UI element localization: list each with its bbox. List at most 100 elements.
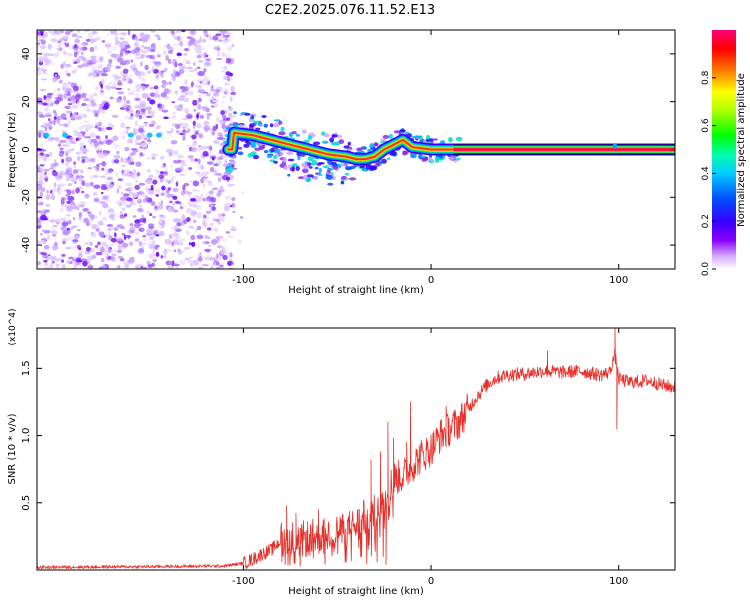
noise-speckle [155,194,159,197]
noise-speckle [81,103,87,106]
noise-speckle [37,30,43,36]
noise-speckle [76,244,81,250]
noise-speckle [75,137,79,141]
noise-speckle [148,175,154,178]
noise-speckle [134,105,141,109]
noise-speckle [100,192,104,194]
noise-speckle [77,100,80,105]
snr-axes: -100 0 100 0.5 1.0 1.5 [21,328,675,587]
noise-speckle [67,206,71,211]
noise-speckle [75,261,82,266]
noise-speckle [40,214,47,221]
noise-speckle [173,36,179,40]
noise-speckle [163,116,169,120]
noise-speckle [71,189,75,195]
noise-speckle [203,120,210,126]
noise-speckle [50,190,53,194]
noise-speckle [227,235,234,239]
noise-speckle [61,264,66,269]
noise-speckle [164,95,168,101]
noise-speckle [174,200,181,204]
noise-speckle [215,89,220,93]
noise-speckle [139,217,147,223]
noise-speckle [90,55,98,60]
noise-speckle [125,182,133,187]
noise-speckle [57,88,61,92]
noise-speckle [54,100,60,105]
noise-speckle [210,265,214,269]
noise-speckle [81,92,87,98]
ridge-speckle [280,126,285,132]
noise-speckle [182,184,186,191]
noise-speckle [184,130,190,133]
noise-speckle [194,68,198,72]
noise-speckle [165,169,168,172]
noise-speckle [89,56,94,59]
noise-speckle [197,173,202,178]
noise-speckle [152,179,158,185]
noise-speckle [204,256,210,261]
noise-speckle [179,259,186,265]
noise-speckle [124,146,130,152]
noise-speckle [173,239,179,246]
noise-speckle [203,68,207,73]
noise-speckle [135,83,142,90]
noise-speckle [42,158,49,161]
noise-speckle [200,177,204,184]
noise-speckle [42,37,46,41]
noise-speckle [182,135,186,141]
noise-speckle [84,252,88,255]
noise-speckle [72,169,79,175]
noise-speckle [56,92,60,96]
noise-speckle [116,188,120,194]
noise-speckle [154,61,162,67]
noise-speckle [115,172,118,176]
noise-speckle [78,201,86,206]
noise-speckle [133,222,141,229]
noise-speckle [46,235,51,240]
noise-speckle [217,177,222,182]
noise-speckle [134,140,138,146]
snr-line [37,328,675,570]
noise-speckle [135,231,140,236]
noise-speckle [197,243,200,249]
noise-speckle [60,226,67,231]
noise-speckle [65,87,72,93]
noise-speckle [223,251,231,256]
noise-speckle [179,239,183,243]
noise-speckle [70,118,76,121]
noise-speckle [52,245,59,251]
noise-speckle [69,99,77,104]
noise-speckle [108,81,113,85]
ridge-speckle [356,147,363,151]
ridge-speckle [231,164,235,168]
noise-speckle [166,43,171,50]
noise-speckle [152,216,156,219]
noise-speckle [192,180,200,187]
noise-speckle [37,188,41,192]
noise-speckle [139,152,144,157]
noise-speckle [140,191,146,197]
noise-speckle [88,264,93,269]
noise-speckle [44,58,52,64]
noise-speckle [191,241,196,247]
noise-speckle [227,260,232,267]
noise-speckle [119,214,126,219]
noise-speckle [167,261,174,265]
noise-speckle [223,82,230,86]
ridge-speckle [261,115,267,118]
noise-speckle [216,159,222,166]
noise-speckle [120,164,127,167]
noise-speckle [159,214,165,217]
noise-speckle [47,43,53,50]
noise-speckle [139,228,142,232]
y-tick-label: 40 [21,48,32,61]
noise-speckle [163,248,168,255]
noise-speckle [160,255,164,259]
noise-speckle [127,91,135,96]
ridge-speckle [433,138,438,141]
noise-speckle [105,182,111,187]
noise-speckle [225,195,231,200]
noise-speckle [127,30,131,36]
noise-speckle [200,165,204,170]
